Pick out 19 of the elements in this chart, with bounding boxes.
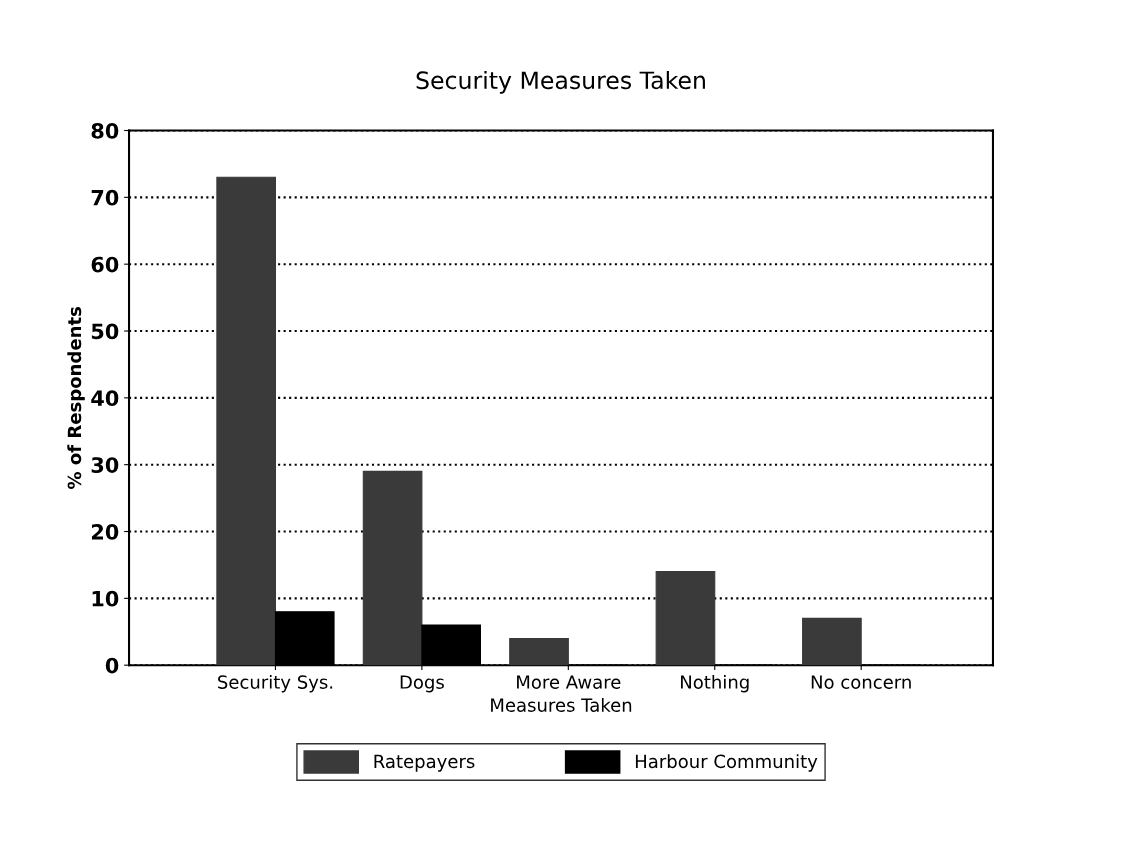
chart-title: Security Measures Taken [416,70,705,94]
x-tick-label: No concern [811,675,911,689]
x-tick-label: Nothing [681,674,749,693]
y-tick-label: 0 [105,657,119,674]
y-tick-label: 10 [92,590,119,607]
x-tick-label: Dogs [400,675,444,693]
y-tick-label: 80 [91,122,119,139]
legend-label: Harbour Community [635,754,818,772]
y-tick-label: 70 [91,189,119,206]
legend-label: Ratepayers [374,754,475,772]
y-tick-label: 50 [91,323,119,340]
y-axis-title: % of Respondents [67,307,85,489]
x-tick-label: More Aware [517,675,621,689]
y-tick-label: 40 [91,390,119,407]
y-tick-label: 30 [91,457,119,473]
y-tick-label: 60 [91,256,119,273]
y-tick-label: 20 [91,523,119,540]
x-tick-label: Security Sys. [218,674,333,693]
x-axis-title: Measures Taken [491,697,632,712]
